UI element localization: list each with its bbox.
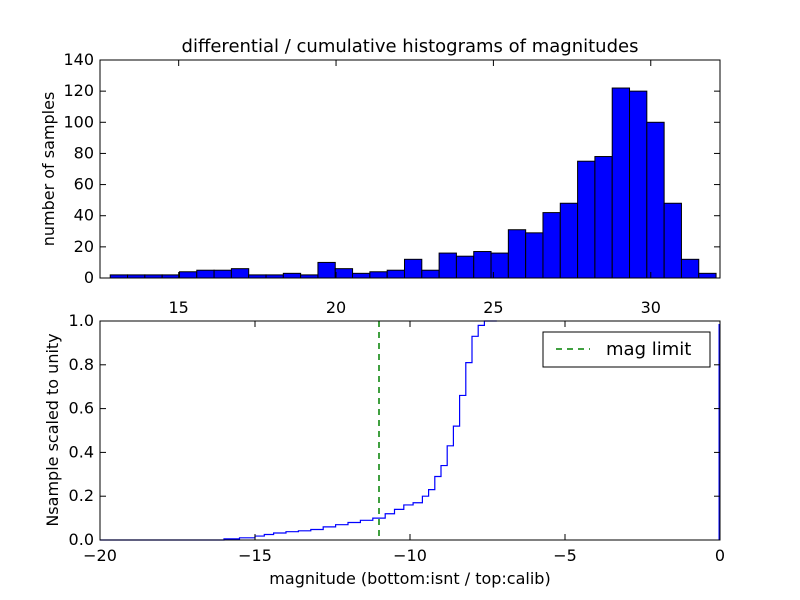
cumulative-ytick-label: 0.0 [69,530,94,549]
histogram-bar-15 [369,271,388,279]
cumulative-lines [100,320,720,541]
cumulative-xtick-label: −10 [393,546,427,565]
legend-box [542,331,711,368]
histogram-ytick-label: 40 [74,206,94,225]
histogram-bar-19 [438,252,457,279]
cumulative-ytick-label: 0.2 [69,486,94,505]
histogram-bar-20 [455,255,475,279]
histogram-bar-31 [646,121,665,279]
histogram-ytick-label: 80 [74,143,94,162]
cumulative-panel: 0.0 0.2 0.4 0.6 0.8 1.0 −20 −15 −10 −5 0 Nsample s… [43,311,725,588]
cumulative-xtick-label: −20 [83,546,117,565]
histogram-bar-5 [196,269,215,279]
histogram-bar-32 [663,202,682,279]
histogram-bar-12 [317,261,336,279]
histogram-ytick-label: 100 [63,112,94,131]
histogram-bar-25 [542,212,561,279]
histogram-bar-14 [352,272,371,279]
histogram-bar-4 [178,271,198,279]
histogram-bar-28 [594,156,613,279]
cumulative-xtick-label: −5 [553,546,577,565]
histogram-ytick-label: 0 [84,268,94,287]
histogram-bar-24 [525,232,544,279]
histogram-ytick-label: 120 [63,81,94,100]
histogram-ytick-label: 60 [74,175,94,194]
cumulative-xtick-label: 0 [715,546,725,565]
histogram-bar-7 [230,268,250,279]
cumulative-step-line-0 [100,320,497,541]
cumulative-ytick-label: 1.0 [69,311,94,330]
cumulative-ytick-label: 0.4 [69,442,94,461]
histogram-bar-27 [577,160,596,279]
histogram-bars [109,87,717,279]
histogram-xtick-label: 25 [483,298,503,317]
cumulative-ylabel: Nsample scaled to unity [43,333,62,526]
histogram-bar-21 [473,251,492,279]
histogram-ylabel: number of samples [39,92,58,247]
histogram-ticks: 0 20 40 60 80 100 120 140 15 20 25 30 [63,50,720,317]
histogram-bar-26 [559,202,579,279]
cumulative-xlabel: magnitude (bottom:isnt / top:calib) [269,569,550,588]
histogram-panel: differential / cumulative histograms of … [39,36,721,317]
histogram-bar-29 [611,87,631,279]
histogram-bar-33 [680,258,700,279]
cumulative-axes-frame [99,320,721,541]
histogram-xtick-label: 30 [641,298,661,317]
histogram-ytick-label: 140 [63,50,94,69]
histogram-ytick-label: 20 [74,237,94,256]
histogram-xtick-label: 20 [326,298,346,317]
histogram-bar-16 [386,269,405,279]
histogram-bar-13 [334,268,354,279]
cumulative-ytick-label: 0.8 [69,355,94,374]
cumulative-ticks: 0.0 0.2 0.4 0.6 0.8 1.0 −20 −15 −10 −5 0 [69,311,726,565]
legend-mag-limit-label: mag limit [606,339,691,360]
cumulative-ytick-label: 0.6 [69,399,94,418]
histogram-bar-34 [698,272,717,279]
legend: mag limit [542,331,711,368]
histogram-title: differential / cumulative histograms of … [182,36,639,57]
histogram-bar-23 [507,229,527,279]
histogram-axes-frame [99,59,721,279]
cumulative-xtick-label: −15 [238,546,272,565]
histogram-bar-30 [629,90,648,279]
histogram-bar-18 [421,269,440,279]
histogram-bar-17 [403,258,423,279]
histogram-bar-10 [282,272,302,279]
histogram-bar-6 [213,269,232,279]
histogram-xtick-label: 15 [169,298,189,317]
